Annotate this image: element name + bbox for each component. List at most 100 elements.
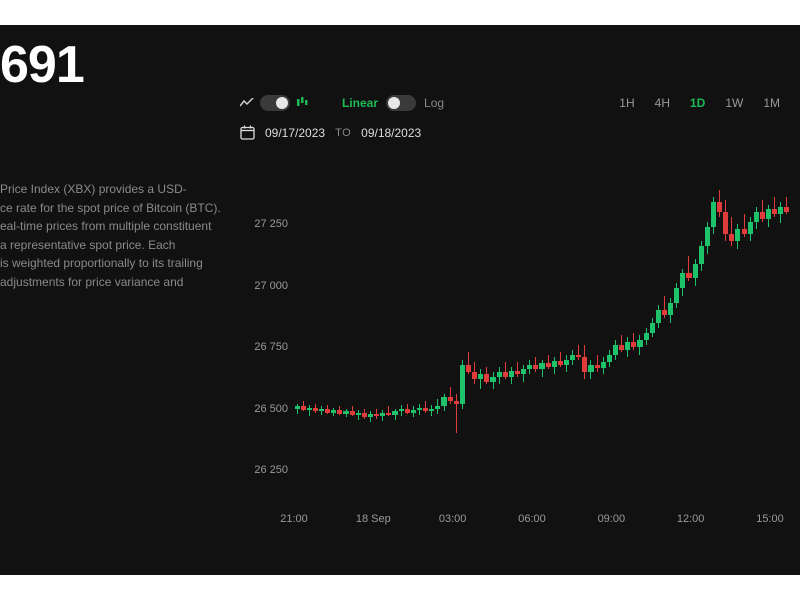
candle-body <box>613 345 618 355</box>
x-axis-label: 12:00 <box>677 513 705 525</box>
candle-wick <box>456 394 457 433</box>
candle-wick <box>578 345 579 360</box>
candle-body <box>411 410 416 412</box>
toggle-switch[interactable] <box>260 95 290 111</box>
price-chart[interactable]: 26 250 26 500 26 750 27 000 27 250 21:00 18 Se… <box>230 175 790 525</box>
candle-body <box>754 212 759 222</box>
candle-body <box>650 323 655 333</box>
candle-body <box>307 408 312 410</box>
candle-body <box>503 372 508 377</box>
timeframe-1M[interactable]: 1M <box>763 96 780 110</box>
x-axis-label: 21:00 <box>280 513 308 525</box>
candle-body <box>472 372 477 379</box>
scale-linear-label[interactable]: Linear <box>342 96 378 110</box>
candle-body <box>435 406 440 408</box>
candle-body <box>772 209 777 214</box>
candle-body <box>631 342 636 347</box>
candle-body <box>552 361 557 367</box>
candle-body <box>515 371 520 375</box>
candle-wick <box>358 410 359 420</box>
candle-body <box>399 409 404 411</box>
candle-body <box>674 288 679 303</box>
candle-body <box>637 340 642 347</box>
candle-body <box>380 413 385 417</box>
x-axis-label: 06:00 <box>518 513 546 525</box>
candle-body <box>374 414 379 416</box>
chart-plot-area[interactable] <box>294 175 790 495</box>
x-axis-label: 15:00 <box>756 513 784 525</box>
candle-body <box>619 345 624 350</box>
candle-body <box>533 365 538 370</box>
candle-body <box>625 342 630 349</box>
candle-body <box>539 363 544 369</box>
y-axis-label: 27 250 <box>230 218 288 230</box>
timeframe-selector: 1H 4H 1D 1W 1M <box>619 96 780 110</box>
candle-body <box>711 202 716 227</box>
candle-body <box>331 410 336 412</box>
candle-body <box>576 355 581 357</box>
candle-body <box>588 365 593 372</box>
candle-body <box>729 234 734 241</box>
date-range-row: 09/17/2023 TO 09/18/2023 <box>240 125 421 140</box>
index-description: Price Index (XBX) provides a USD-ce rate… <box>0 180 235 292</box>
candle-wick <box>731 217 732 247</box>
candlestick-icon <box>296 96 308 111</box>
candle-body <box>693 264 698 279</box>
candle-body <box>686 273 691 278</box>
candle-body <box>748 222 753 234</box>
timeframe-1D[interactable]: 1D <box>690 96 705 110</box>
candle-wick <box>560 352 561 367</box>
candle-body <box>509 371 514 377</box>
scale-log-label[interactable]: Log <box>424 96 444 110</box>
candle-body <box>742 229 747 234</box>
date-from[interactable]: 09/17/2023 <box>265 126 325 140</box>
y-axis-label: 26 750 <box>230 341 288 353</box>
candle-body <box>460 365 465 404</box>
candle-body <box>423 408 428 412</box>
candle-body <box>497 372 502 377</box>
candle-wick <box>548 355 549 370</box>
timeframe-1W[interactable]: 1W <box>725 96 743 110</box>
candle-body <box>429 409 434 411</box>
candle-body <box>662 310 667 315</box>
y-axis-label: 26 500 <box>230 403 288 415</box>
toggle-switch[interactable] <box>386 95 416 111</box>
candle-body <box>319 409 324 411</box>
candle-wick <box>597 355 598 372</box>
candle-body <box>766 209 771 219</box>
candle-body <box>466 365 471 372</box>
candle-body <box>325 409 330 413</box>
candle-body <box>784 207 789 212</box>
y-axis-label: 27 000 <box>230 280 288 292</box>
app-frame: 691 Price Index (XBX) provides a USD-ce … <box>0 25 800 575</box>
candle-body <box>564 360 569 365</box>
candle-body <box>735 229 740 241</box>
candle-body <box>478 374 483 379</box>
chart-type-toggle[interactable] <box>240 95 308 111</box>
candle-body <box>705 227 710 247</box>
candle-body <box>607 355 612 362</box>
candle-body <box>668 303 673 315</box>
candle-body <box>760 212 765 219</box>
candle-body <box>717 202 722 212</box>
timeframe-1H[interactable]: 1H <box>619 96 634 110</box>
x-axis-label: 18 Sep <box>356 513 391 525</box>
candle-body <box>644 333 649 340</box>
candle-body <box>527 365 532 370</box>
candle-body <box>484 374 489 381</box>
scale-toggle[interactable]: Linear Log <box>342 95 444 111</box>
candle-body <box>405 409 410 413</box>
candle-body <box>441 397 446 407</box>
candle-body <box>723 212 728 234</box>
timeframe-4H[interactable]: 4H <box>655 96 670 110</box>
candle-body <box>558 361 563 365</box>
candle-body <box>343 411 348 413</box>
date-to[interactable]: 09/18/2023 <box>361 126 421 140</box>
candle-body <box>680 273 685 288</box>
candle-body <box>386 413 391 415</box>
calendar-icon[interactable] <box>240 125 255 140</box>
y-axis-label: 26 250 <box>230 464 288 476</box>
candle-body <box>521 369 526 374</box>
date-to-label: TO <box>335 127 351 139</box>
candle-body <box>368 414 373 418</box>
